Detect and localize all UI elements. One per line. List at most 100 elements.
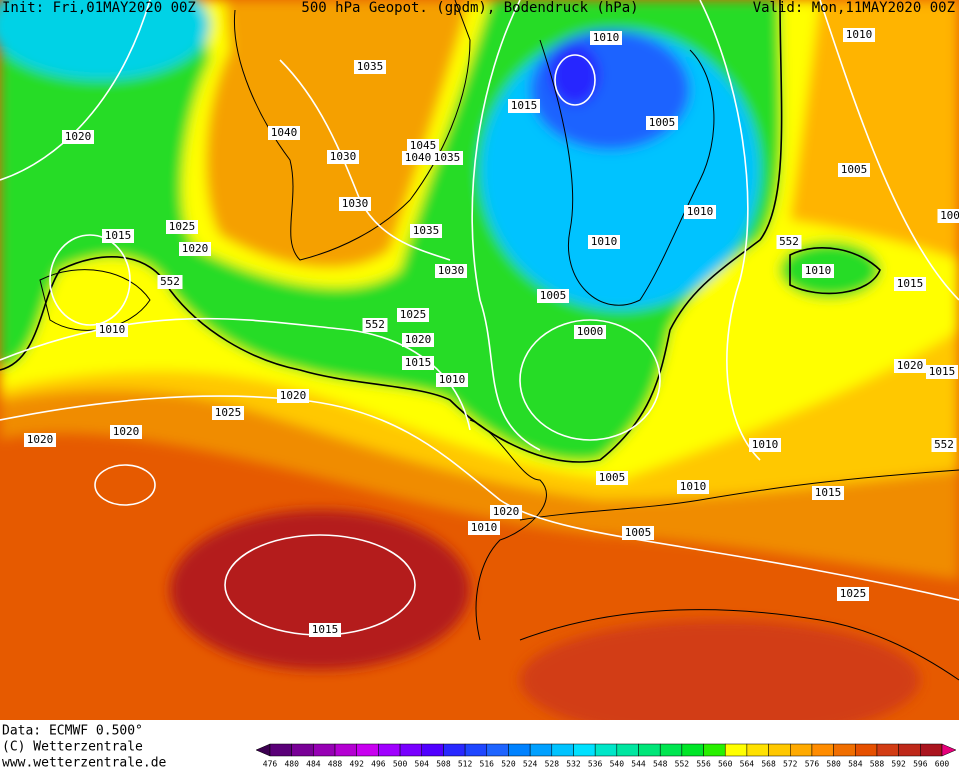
valid-time: Valid: Mon,11MAY2020 00Z xyxy=(753,0,955,16)
label-box xyxy=(362,318,388,332)
isobar-label: 1010 xyxy=(591,235,618,248)
colorbar-band xyxy=(486,743,509,757)
label-box xyxy=(588,235,620,249)
colorbar-band xyxy=(616,743,639,757)
isobar-label: 1025 xyxy=(215,406,242,419)
label-box xyxy=(339,197,371,211)
label-box xyxy=(574,325,606,339)
colorbar-label: 520 xyxy=(501,760,516,769)
label-box xyxy=(837,587,869,601)
isobar-label: 552 xyxy=(934,438,954,451)
colorbar-label: 592 xyxy=(891,760,906,769)
label-box xyxy=(537,289,569,303)
isobar-label: 1025 xyxy=(400,308,427,321)
colorbar-label: 496 xyxy=(371,760,386,769)
isobar-label: 1005 xyxy=(540,289,567,302)
colorbar-label: 524 xyxy=(523,760,538,769)
isobar-label: 1020 xyxy=(280,389,307,402)
colorbar-band xyxy=(638,743,661,757)
colorbar-arrow xyxy=(941,743,957,757)
isobar-label: 1015 xyxy=(815,486,842,499)
colorbar-band xyxy=(746,743,769,757)
colorbar-band xyxy=(703,743,726,757)
isobar-label: 1035 xyxy=(434,151,461,164)
label-box xyxy=(157,275,183,289)
colorbar-band xyxy=(378,743,401,757)
colorbar-label: 600 xyxy=(935,760,950,769)
colorbar-band xyxy=(269,743,292,757)
colorbar-band xyxy=(920,743,943,757)
isobar-label: 1015 xyxy=(312,623,339,636)
isobar-label: 1040 xyxy=(405,151,432,164)
isobar-label: 1035 xyxy=(357,60,384,73)
colorbar-label: 516 xyxy=(480,760,495,769)
isobar-label: 1020 xyxy=(405,333,432,346)
label-box xyxy=(435,264,467,278)
colorbar-band xyxy=(681,743,704,757)
label-box xyxy=(931,438,957,452)
colorbar-band xyxy=(443,743,466,757)
label-box xyxy=(24,433,56,447)
isobar-label: 1010 xyxy=(752,438,779,451)
isobar-label: 1005 xyxy=(649,116,676,129)
colorbar-label: 528 xyxy=(545,760,560,769)
label-box xyxy=(508,99,540,113)
isobar-label: 1040 xyxy=(271,126,298,139)
isobar-label: 1010 xyxy=(439,373,466,386)
label-box xyxy=(397,308,429,322)
label-box xyxy=(596,471,628,485)
label-box xyxy=(926,365,958,379)
colorbar-label: 564 xyxy=(740,760,755,769)
isobar-label: 1010 xyxy=(846,28,873,41)
colorbar-label: 492 xyxy=(349,760,364,769)
colorbar-band xyxy=(811,743,834,757)
init-time: Init: Fri,01MAY2020 00Z xyxy=(2,0,196,16)
isobar-label: 1010 xyxy=(593,31,620,44)
label-box xyxy=(937,209,959,223)
isobar-label: 1015 xyxy=(897,277,924,290)
label-box xyxy=(277,389,309,403)
colorbar-label: 504 xyxy=(415,760,430,769)
colorbar-band xyxy=(659,743,683,757)
colorbar-label: 488 xyxy=(328,760,343,769)
colorbar-label: 596 xyxy=(913,760,928,769)
colorbar-band xyxy=(334,743,357,757)
isobar-label: 552 xyxy=(160,275,180,288)
label-box xyxy=(622,526,654,540)
colorbar: 476 480 484 488 492 496 500 504 508 512 516 520 524 5… xyxy=(255,743,957,769)
label-box xyxy=(590,31,622,45)
label-box xyxy=(102,229,134,243)
isobar-label: 1015 xyxy=(105,229,132,242)
coastlines xyxy=(39,0,959,681)
colorbar-label: 548 xyxy=(653,760,668,769)
colorbar-band xyxy=(898,743,921,757)
label-box xyxy=(327,150,359,164)
isobar-label: 1035 xyxy=(413,224,440,237)
colorbar-band xyxy=(876,743,899,757)
isobar-label: 1030 xyxy=(330,150,357,163)
colorbar-label: 508 xyxy=(436,760,451,769)
label-box xyxy=(749,438,781,452)
colorbar-band xyxy=(724,743,748,757)
label-box xyxy=(402,356,434,370)
isobar-label: 1020 xyxy=(897,359,924,372)
isobar-label: 1025 xyxy=(169,220,196,233)
label-box xyxy=(677,480,709,494)
label-box xyxy=(268,126,300,140)
colorbar-band xyxy=(508,743,531,757)
isobar-label: 1010 xyxy=(680,480,707,493)
isobar-label: 1020 xyxy=(27,433,54,446)
label-box xyxy=(894,359,926,373)
colorbar-band xyxy=(399,743,422,757)
label-box xyxy=(179,242,211,256)
map-title: 500 hPa Geopot. (gpdm), Bodendruck (hPa) xyxy=(301,0,638,16)
colorbar-band xyxy=(464,743,488,757)
isobar-label: 1015 xyxy=(511,99,538,112)
colorbar-label: 512 xyxy=(458,760,473,769)
colorbar-label: 536 xyxy=(588,760,603,769)
isobar-label: 1030 xyxy=(342,197,369,210)
colorbar-band xyxy=(790,743,813,757)
label-box xyxy=(468,521,500,535)
isobar-label: 1020 xyxy=(493,505,520,518)
